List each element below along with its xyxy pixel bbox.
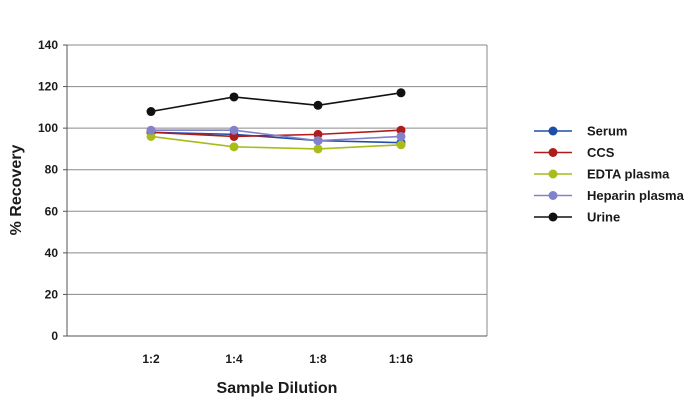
data-point — [146, 125, 156, 135]
series-line — [150, 135, 402, 150]
series-line — [151, 129, 402, 142]
data-point — [313, 100, 323, 110]
legend-label: Heparin plasma — [587, 188, 685, 203]
legend-label: Serum — [587, 124, 627, 139]
plot-frame — [66, 45, 488, 337]
series-heparin-plasma — [146, 125, 406, 146]
data-point — [396, 88, 406, 98]
x-tick-label: 1:4 — [225, 352, 243, 366]
legend-marker — [548, 191, 558, 200]
legend-item: Urine — [534, 210, 620, 225]
series-line — [150, 131, 402, 144]
y-tick-label: 40 — [45, 246, 59, 260]
data-point — [313, 144, 323, 154]
y-axis-ticks: 0 20 40 60 80 100 120 140 — [38, 38, 67, 343]
y-tick-label: 20 — [45, 287, 59, 301]
data-point — [313, 136, 323, 146]
legend-item: Heparin plasma — [534, 188, 685, 203]
y-tick-label: 120 — [38, 80, 58, 94]
x-tick-label: 1:2 — [142, 352, 160, 366]
legend-label: EDTA plasma — [587, 167, 670, 182]
legend-marker — [548, 126, 558, 136]
data-point — [229, 142, 239, 152]
y-tick-label: 80 — [45, 163, 59, 177]
x-axis-ticks: 1:2 1:4 1:8 1:16 — [142, 352, 413, 366]
legend-label: Urine — [587, 210, 620, 225]
legend-label: CCS — [587, 145, 615, 160]
data-point — [313, 129, 323, 139]
data-point — [229, 125, 239, 135]
y-axis-title: % Recovery — [8, 145, 25, 236]
y-tick-label: 140 — [38, 38, 58, 52]
data-point — [229, 131, 239, 141]
legend-item: CCS — [534, 145, 615, 160]
legend-marker — [548, 148, 558, 157]
series-line — [150, 92, 402, 113]
x-tick-label: 1:16 — [389, 352, 413, 366]
series-urine — [146, 88, 406, 117]
data-series — [146, 88, 406, 154]
y-tick-label: 100 — [38, 121, 58, 135]
data-point — [146, 107, 156, 117]
gridlines — [67, 44, 487, 337]
y-tick-label: 0 — [51, 329, 58, 343]
x-tick-label: 1:8 — [309, 352, 327, 366]
series-edta-plasma — [146, 131, 406, 154]
legend-marker — [548, 212, 558, 222]
legend: Serum CCS EDTA plasma Heparin plasma Urine — [534, 124, 685, 225]
y-tick-label: 60 — [45, 204, 59, 218]
legend-marker — [548, 169, 558, 179]
data-point — [396, 131, 406, 141]
legend-item: Serum — [534, 124, 627, 139]
data-point — [146, 131, 156, 141]
x-axis-title: Sample Dilution — [217, 380, 338, 397]
data-point — [396, 140, 406, 150]
data-point — [396, 125, 406, 135]
data-point — [229, 92, 239, 102]
legend-item: EDTA plasma — [534, 167, 670, 182]
